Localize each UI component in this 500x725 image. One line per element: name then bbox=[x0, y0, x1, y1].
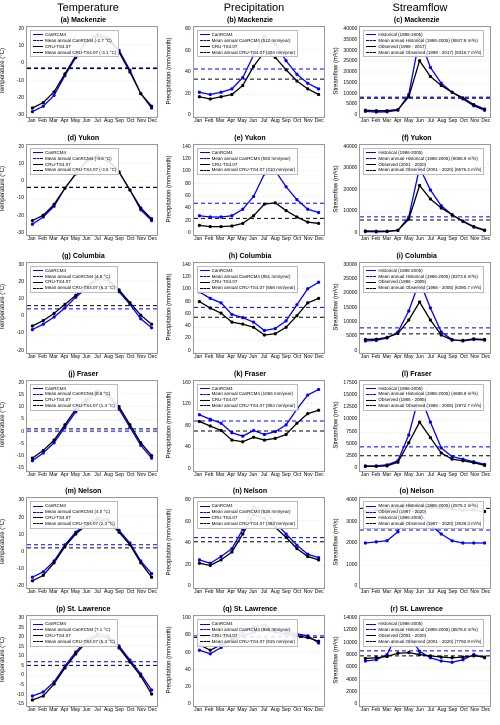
legend: Historical (1986-2005)Mean annual Histor… bbox=[363, 266, 484, 293]
panel-title: (e) Yukon bbox=[167, 135, 334, 142]
legend: CanRCM4Mean annual CanRCM4 (935 mm/year)… bbox=[197, 619, 299, 646]
panel-title: (a) Mackenzie bbox=[0, 17, 167, 24]
panel-i: (i) ColumbiaStreamflow (m³/s)30000250002… bbox=[333, 254, 500, 372]
panel-l: (l) FraserStreamflow (m³/s)1750015000125… bbox=[333, 372, 500, 490]
panel-title: (d) Yukon bbox=[0, 135, 167, 142]
legend: Historical (1986-2005)Mean annual Histor… bbox=[363, 384, 484, 411]
panel-q: (q) St. LawrencePrecipitation (mm/month)… bbox=[167, 607, 334, 725]
legend: Mean annual Historical (1986-2005) (2575… bbox=[363, 501, 484, 528]
panel-f: (f) YukonStreamflow (m³/s)40000300002000… bbox=[333, 136, 500, 254]
legend: CanRCM4Mean annual CanRCM4 (851 mm/year)… bbox=[197, 266, 299, 293]
legend: CanRCM4Mean annual CanRCM4 (7.1 °C)CRU-T… bbox=[30, 619, 118, 646]
legend: CanRCM4Mean annual CanRCM4 (538 mm/year)… bbox=[197, 501, 299, 528]
panel-title: (c) Mackenzie bbox=[333, 17, 500, 24]
panel-title: (g) Columbia bbox=[0, 253, 167, 260]
panel-title: (r) St. Lawrence bbox=[333, 606, 500, 613]
panel-m: (m) NelsonTemperature (°C)3020100-10-20C… bbox=[0, 489, 167, 607]
col-header-temperature: Temperature bbox=[8, 2, 168, 14]
panel-p: (p) St. LawrenceTemperature (°C)30252015… bbox=[0, 607, 167, 725]
legend: CanRCM4Mean annual CanRCM4 (-3.6 °C)CRU-… bbox=[30, 148, 119, 175]
col-header-streamflow: Streamflow bbox=[340, 2, 500, 14]
panel-k: (k) FraserPrecipitation (mm/month)160120… bbox=[167, 372, 334, 490]
col-header-precipitation: Precipitation bbox=[174, 2, 334, 14]
panel-title: (q) St. Lawrence bbox=[167, 606, 334, 613]
figure-grid: Temperature Precipitation Streamflow (a)… bbox=[0, 0, 500, 725]
panel-title: (j) Fraser bbox=[0, 371, 167, 378]
legend: CanRCM4Mean annual CanRCM4 (4.0 °C)CRU-T… bbox=[30, 501, 118, 528]
legend: CanRCM4Mean annual CanRCM4 (1066 mm/year… bbox=[197, 384, 299, 411]
panel-j: (j) FraserTemperature (°C)20151050-5-10-… bbox=[0, 372, 167, 490]
panel-title: (n) Nelson bbox=[167, 488, 334, 495]
panel-title: (p) St. Lawrence bbox=[0, 606, 167, 613]
panel-title: (f) Yukon bbox=[333, 135, 500, 142]
panel-title: (i) Columbia bbox=[333, 253, 500, 260]
panel-r: (r) St. LawrenceStreamflow (m³/s)1400012… bbox=[333, 607, 500, 725]
legend: CanRCM4Mean annual CanRCM4 (-2.7 °C)CRU-… bbox=[30, 30, 119, 57]
legend: Historical (1986-2005)Mean annual Histor… bbox=[363, 30, 484, 57]
panel-n: (n) NelsonPrecipitation (mm/month)806040… bbox=[167, 489, 334, 607]
panel-a: (a) MackenzieTemperature (°C)20100-10-20… bbox=[0, 18, 167, 136]
panel-e: (e) YukonPrecipitation (mm/month)1401201… bbox=[167, 136, 334, 254]
legend: CanRCM4Mean annual CanRCM4 (512 mm/year)… bbox=[197, 30, 299, 57]
panel-title: (b) Mackenzie bbox=[167, 17, 334, 24]
panel-h: (h) ColumbiaPrecipitation (mm/month)1401… bbox=[167, 254, 334, 372]
panel-g: (g) ColumbiaTemperature (°C)3020100-10-2… bbox=[0, 254, 167, 372]
legend: CanRCM4Mean annual CanRCM4 (4.5 °C)CRU-T… bbox=[30, 266, 118, 293]
panel-title: (l) Fraser bbox=[333, 371, 500, 378]
panel-title: (k) Fraser bbox=[167, 371, 334, 378]
legend: Historical (1986-2005)Mean annual Histor… bbox=[363, 148, 484, 175]
panel-c: (c) MackenzieStreamflow (m³/s)4000035000… bbox=[333, 18, 500, 136]
legend: Historical (1986-2005)Mean annual Histor… bbox=[363, 619, 484, 646]
legend: CanRCM4Mean annual CanRCM4 (0.5 °C)CRU-T… bbox=[30, 384, 118, 411]
panel-title: (m) Nelson bbox=[0, 488, 167, 495]
panel-title: (h) Columbia bbox=[167, 253, 334, 260]
legend: CanRCM4Mean annual CanRCM4 (593 mm/year)… bbox=[197, 148, 299, 175]
panel-b: (b) MackenziePrecipitation (mm/month)806… bbox=[167, 18, 334, 136]
panel-d: (d) YukonTemperature (°C)20100-10-20-30C… bbox=[0, 136, 167, 254]
panel-o: (o) NelsonStreamflow (m³/s)4000300020001… bbox=[333, 489, 500, 607]
panel-title: (o) Nelson bbox=[333, 488, 500, 495]
